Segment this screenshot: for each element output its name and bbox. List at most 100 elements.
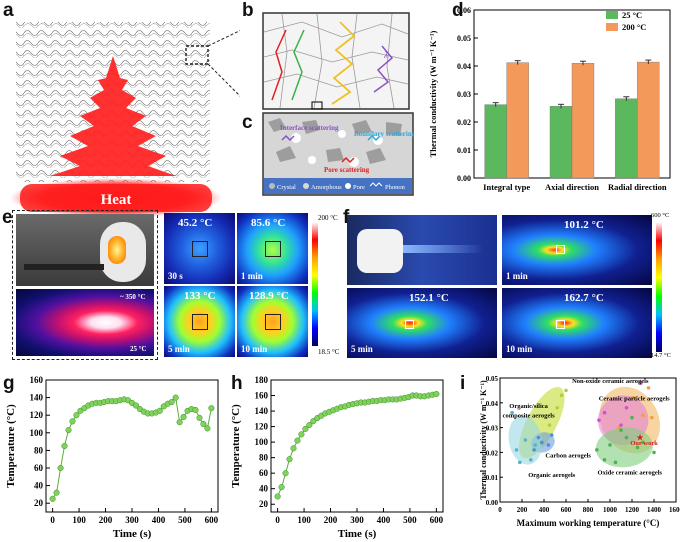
data-point — [624, 405, 629, 410]
frame-time: 30 s — [168, 271, 183, 281]
y-tick-label: 160 — [255, 391, 269, 401]
data-point — [278, 484, 285, 491]
frame-time: 5 min — [351, 344, 373, 354]
data-point — [650, 415, 654, 420]
y-tick-label: 100 — [30, 428, 44, 438]
x-tick-label: 1200 — [625, 506, 640, 514]
data-point — [533, 443, 537, 447]
torch-rod — [24, 264, 104, 270]
x-category-label: Axial direction — [545, 182, 599, 192]
y-tick-label: 120 — [255, 422, 269, 432]
y-tick-label: 0.00 — [457, 174, 471, 183]
zoom-line-bottom — [207, 63, 240, 97]
interface-phonon — [281, 134, 295, 142]
x-category-label: Integral type — [483, 182, 530, 192]
x-axis-label: Time (s) — [338, 528, 377, 540]
boundary-phonon — [367, 134, 381, 142]
panel-label-i: i — [460, 373, 466, 394]
y-axis-label: Thermal conductivity (W m⁻¹ K⁻¹) — [479, 380, 488, 500]
x-axis-label: Maximum working temperature (°C) — [517, 518, 660, 528]
panel-f-thermal-10min: 162.7 °C 10 min — [502, 288, 652, 358]
bar — [484, 104, 507, 179]
y-tick-label: 40 — [259, 484, 269, 494]
x-tick-label: 0 — [275, 515, 280, 525]
data-point — [518, 460, 522, 465]
data-point — [61, 442, 68, 450]
data-line — [277, 393, 437, 497]
data-point — [546, 443, 551, 447]
frame-temp: 101.2 °C — [564, 219, 604, 231]
data-point — [208, 405, 215, 412]
panel-label-b: b — [242, 0, 254, 21]
x-category-label: Radial direction — [608, 182, 667, 192]
y-tick-label: 40 — [34, 481, 44, 491]
bar — [615, 98, 638, 179]
chart-h-temperature-curve: 0 100 200 300 400 500 600 20 40 60 80 100 120 140 160 1… — [230, 375, 444, 540]
data-point — [57, 464, 64, 472]
y-tick-label: 0.01 — [486, 474, 499, 482]
data-point — [302, 425, 309, 432]
panel-f-thermal-5min: 152.1 °C 5 min — [347, 288, 497, 358]
data-point — [200, 420, 207, 428]
data-point — [559, 393, 564, 398]
data-point — [286, 456, 293, 463]
data-point — [132, 402, 140, 409]
data-point — [597, 418, 601, 422]
crystal-grains — [268, 118, 402, 164]
frame-temp: 45.2 °C — [178, 217, 213, 229]
y-tick-label: 0.05 — [457, 34, 471, 43]
data-point — [306, 421, 313, 429]
y-tick-label: 0.00 — [486, 499, 499, 507]
pore-legend-icon — [345, 183, 351, 189]
data-point — [652, 450, 656, 455]
zoom-box — [185, 45, 209, 65]
y-tick-label: 0.02 — [486, 449, 499, 457]
panel-c-scattering: Interface scattering Boundary scattering… — [262, 112, 414, 196]
panel-b-phonon-paths: λ — [262, 12, 410, 110]
data-point — [619, 423, 623, 427]
y-tick-label: 0.06 — [457, 6, 471, 15]
panel-f-photo — [347, 215, 497, 285]
chart-g-temperature-curve: 0 100 200 300 400 500 600 20 40 60 80 100 120 140 160 T… — [5, 375, 219, 540]
y-tick-label: 0.04 — [486, 400, 499, 408]
torch-flame — [403, 245, 483, 253]
x-tick-label: 300 — [350, 515, 364, 525]
frame-time: 10 min — [241, 344, 268, 354]
zoom-line-top — [207, 30, 240, 47]
data-point — [168, 398, 175, 406]
data-point — [433, 390, 440, 398]
x-tick-label: 600 — [205, 515, 219, 525]
data-point — [49, 495, 56, 502]
measure-box — [265, 314, 281, 330]
legend-amorphous: Amorphous — [311, 184, 342, 191]
y-tick-label: 0.03 — [457, 90, 471, 99]
data-point — [514, 448, 519, 452]
panel-label-f: f — [343, 207, 349, 229]
y-tick-label: 180 — [255, 375, 269, 385]
boundary-scattering-label: Boundary scattering — [354, 130, 414, 138]
data-point — [180, 413, 187, 421]
x-tick-label: 400 — [539, 506, 550, 514]
data-point — [204, 425, 211, 432]
panel-label-e: e — [2, 207, 13, 228]
data-point — [646, 386, 651, 390]
y-tick-label: 0.05 — [486, 375, 499, 383]
lambda-label: λ — [383, 50, 388, 60]
data-point — [631, 396, 635, 400]
x-tick-label: 800 — [583, 506, 594, 514]
measure-box — [265, 241, 281, 257]
x-tick-label: 400 — [377, 515, 391, 525]
amorphous-legend-icon — [303, 183, 309, 189]
y-tick-label: 80 — [259, 453, 269, 463]
panel-f-thermal-1min: 101.2 °C 1 min — [502, 215, 652, 285]
annotation-our-work: Our work — [630, 440, 658, 447]
thermal-frame-5min: 133 °C 5 min — [164, 286, 235, 357]
data-point — [53, 489, 60, 496]
data-point — [310, 418, 317, 425]
y-axis-label: Temperature (°C) — [230, 404, 242, 488]
thermal-frame-10min: 128.9 °C 10 min — [237, 286, 308, 357]
heat-source-bar — [20, 184, 212, 212]
data-point — [290, 445, 297, 452]
chart-d-thermal-conductivity: 0.00 0.01 0.02 0.03 0.04 0.05 0.06 Thermal cond… — [428, 6, 671, 192]
